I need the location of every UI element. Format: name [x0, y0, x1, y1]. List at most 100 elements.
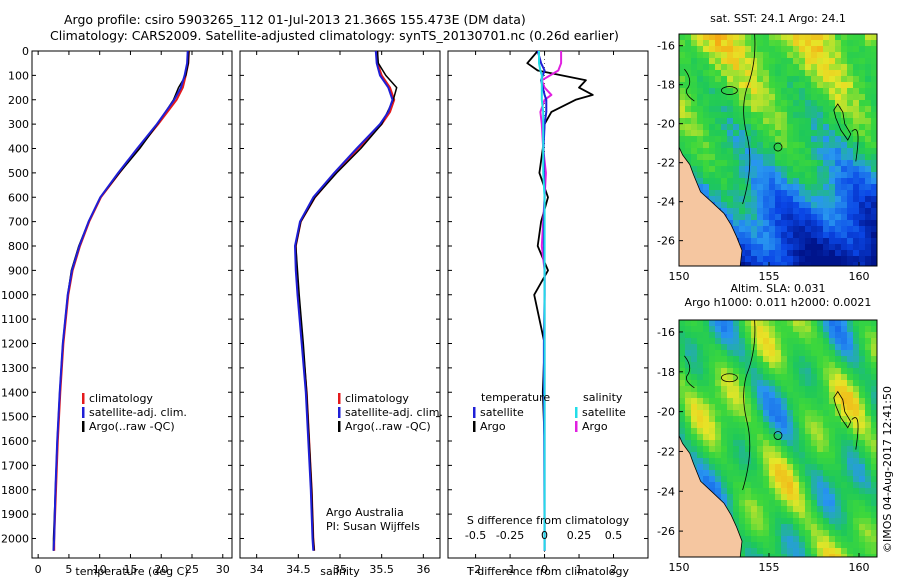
sla-map-field: [679, 320, 877, 557]
sst-map: 150 155 160 -16 -18 -20 -22 -24 -26 sat. SST: 24.…: [657, 12, 878, 283]
difference-xlabel: T difference from climatology: [466, 565, 629, 578]
salinity-xtick-label: 35: [333, 563, 347, 576]
salinity-xlabel: salinity: [320, 565, 360, 578]
depth-tick-label: 600: [8, 191, 29, 204]
depth-tick-label: 1200: [1, 338, 29, 351]
sst-map-land: [679, 34, 743, 266]
salinity-xtick-label: 36: [416, 563, 430, 576]
temperature-xtick-label: 25: [185, 563, 199, 576]
sst-map-field: [679, 34, 877, 266]
temperature-xtick-label: 15: [123, 563, 137, 576]
difference-frame: [447, 50, 649, 559]
reef-contour: [833, 390, 852, 429]
depth-tick-label: 200: [8, 94, 29, 107]
sla-map: 150 155 160 -16 -18 -20 -22 -24 -26 Altim. SLA: 0…: [657, 282, 878, 574]
depth-tick-label: 2000: [1, 533, 29, 546]
legend-label: climatology: [345, 392, 409, 405]
bathy-contour: [742, 320, 756, 491]
depth-tick-label: 500: [8, 167, 29, 180]
chart-title-line2: Climatology: CARS2009. Satellite-adjuste…: [50, 28, 619, 43]
sla-map-title: Argo h1000: 0.011 h2000: 0.0021: [685, 296, 872, 309]
bathy-contour: [742, 34, 756, 205]
bathy-contour: [851, 129, 859, 162]
sal-satellite-diff-line: [538, 51, 546, 551]
map-ytick-label: -16: [657, 326, 675, 339]
sst-map-title: sat. SST: 24.1 Argo: 24.1: [710, 12, 846, 25]
sla-map-frame: [678, 319, 878, 558]
map-ytick-label: -24: [657, 196, 675, 209]
temperature-xtick-label: 20: [154, 563, 168, 576]
depth-tick-label: 1300: [1, 362, 29, 375]
depth-tick-label: 700: [8, 216, 29, 229]
sal-diff-tick-label: -0.25: [496, 529, 524, 542]
salinity-xtick-label: 34.5: [286, 563, 311, 576]
map-xtick-label: 150: [669, 561, 690, 574]
legend-swatch: [338, 407, 341, 418]
reef-contour: [721, 86, 738, 95]
legend-swatch: [338, 393, 341, 404]
bathy-contour: [684, 68, 695, 102]
legend-label: Argo(..raw -QC): [89, 420, 175, 433]
difference-xtick-label: -2: [470, 563, 481, 576]
legend-label: satellite: [480, 406, 524, 419]
sal-diff-tick-label: 0.5: [605, 529, 623, 542]
map-ytick-label: -26: [657, 525, 675, 538]
legend-label: Argo: [582, 420, 608, 433]
map-xtick-label: 160: [849, 561, 870, 574]
depth-tick-label: 1600: [1, 435, 29, 448]
map-xtick-label: 155: [759, 561, 780, 574]
chart-title-line1: Argo profile: csiro 5903265_112 01-Jul-2…: [64, 12, 526, 27]
depth-tick-label: 1700: [1, 459, 29, 472]
salinity-panel: 34 34.5 35 35.5 36 salinity: [239, 50, 441, 578]
salinity-xtick-label: 35.5: [369, 563, 394, 576]
depth-tick-label: 1000: [1, 289, 29, 302]
difference-xtick-label: 0: [541, 563, 548, 576]
legend-swatch: [82, 393, 85, 404]
bathy-contour: [684, 355, 695, 389]
seamount-contour: [773, 142, 783, 152]
map-ytick-label: -18: [657, 79, 675, 92]
difference-panel: -2 -1 0 1 2T difference from climatology: [447, 50, 649, 578]
argo-pi-annotation: PI: Susan Wijffels: [326, 520, 420, 533]
depth-tick-label: 1800: [1, 484, 29, 497]
legend-swatch: [473, 407, 476, 418]
legend-label: Argo(..raw -QC): [345, 420, 431, 433]
depth-tick-label: 800: [8, 240, 29, 253]
map-ytick-label: -18: [657, 366, 675, 379]
temperature-panel: 0100200300400500600700800900100011001200…: [1, 45, 233, 578]
sla-map-land: [679, 320, 743, 557]
depth-tick-label: 100: [8, 69, 29, 82]
temperature-xlabel: temperature (deg C): [75, 565, 188, 578]
seamount-contour: [773, 431, 783, 440]
bathy-contour: [851, 417, 859, 450]
sla-map-title: Altim. SLA: 0.031: [730, 282, 825, 295]
depth-tick-label: 900: [8, 264, 29, 277]
depth-tick-label: 1900: [1, 508, 29, 521]
reef-contour: [833, 103, 852, 141]
depth-tick-label: 1400: [1, 386, 29, 399]
sal-diff-tick-label: 0.25: [567, 529, 592, 542]
map-xtick-label: 150: [669, 270, 690, 283]
depth-tick-label: 400: [8, 143, 29, 156]
difference-xtick-label: -1: [505, 563, 516, 576]
legend-swatch: [575, 421, 578, 432]
map-xtick-label: 155: [759, 270, 780, 283]
temperature-xtick-label: 30: [216, 563, 230, 576]
difference-xtick-label: 2: [610, 563, 617, 576]
salinity-frame: [239, 50, 441, 559]
salinity-satellite-line: [294, 50, 394, 551]
map-ytick-label: -20: [657, 406, 675, 419]
legend-label: satellite: [582, 406, 626, 419]
salinity-xtick-label: 34: [250, 563, 264, 576]
legend-salinity-heading: salinity: [583, 391, 623, 404]
legend-swatch: [575, 407, 578, 418]
legend-swatch: [338, 421, 341, 432]
reef-contour: [721, 373, 738, 383]
sst-map-frame: [678, 33, 878, 267]
depth-tick-label: 0: [22, 45, 29, 58]
depth-tick-label: 1500: [1, 411, 29, 424]
sal-diff-tick-label: 0: [541, 529, 548, 542]
temperature-satellite-line: [52, 50, 189, 551]
map-ytick-label: -20: [657, 118, 675, 131]
